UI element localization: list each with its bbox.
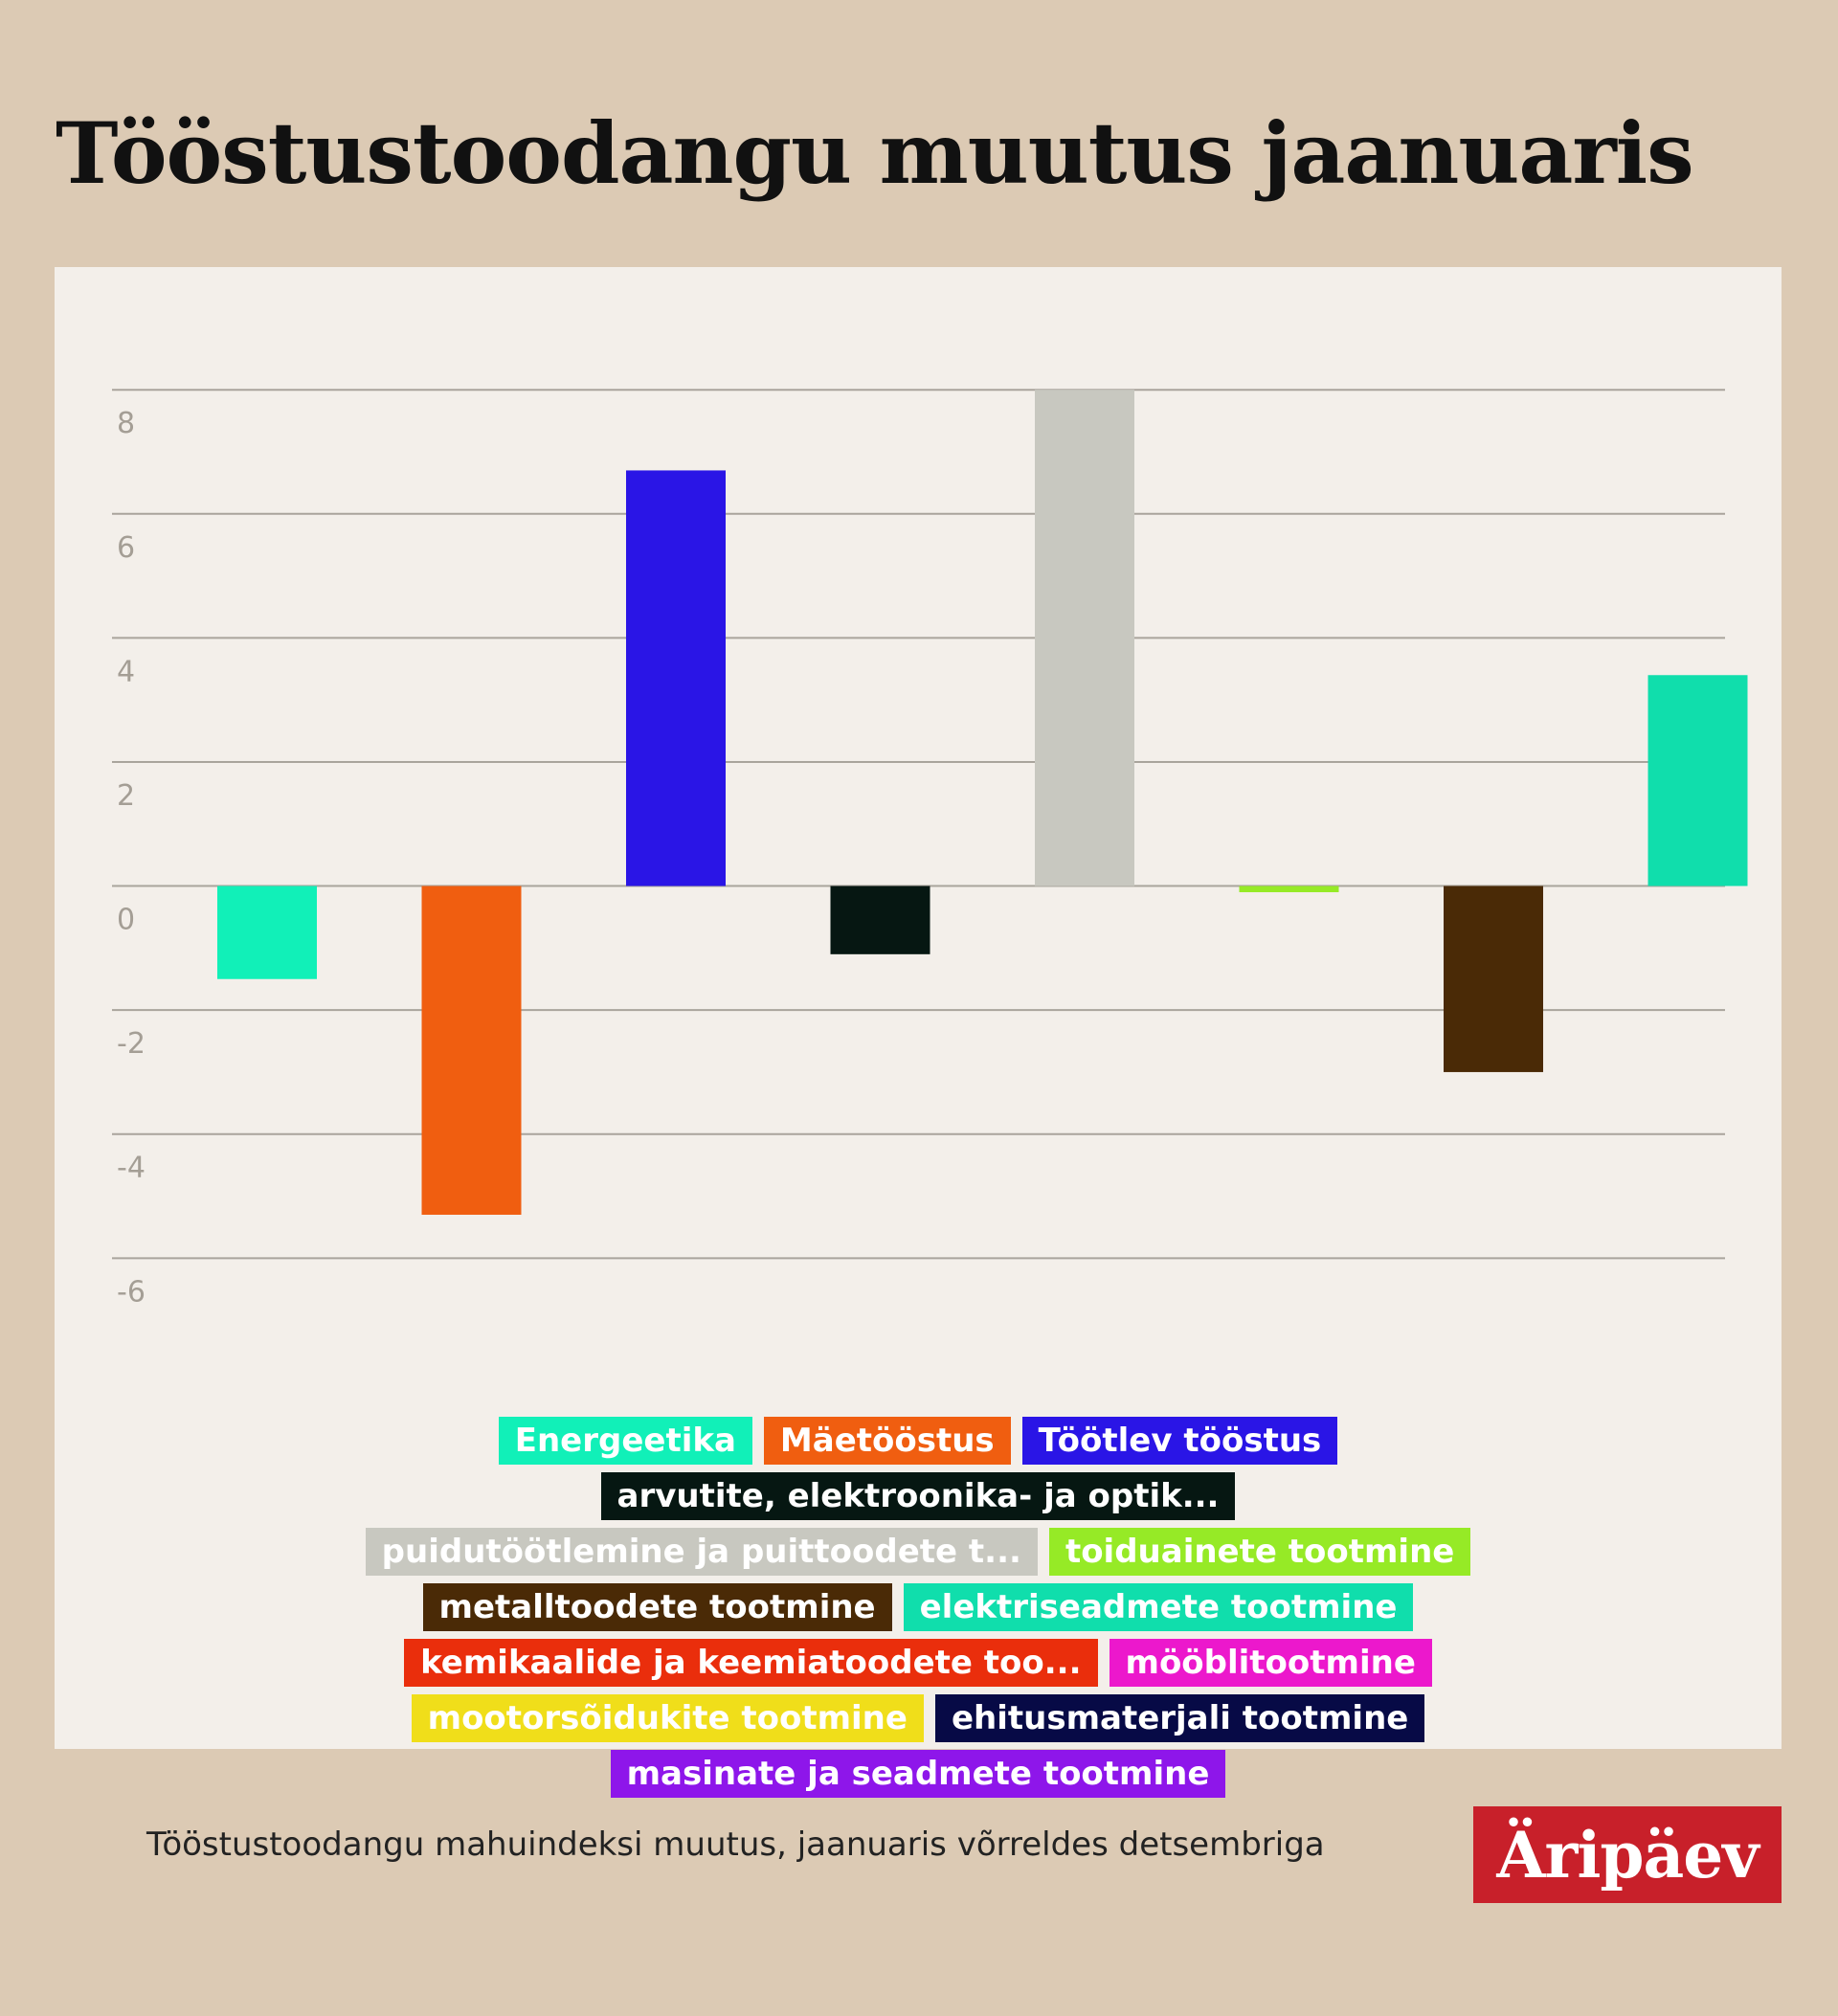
bar[interactable]	[626, 470, 726, 886]
chart-title: Tööstustoodangu muutus jaanuaris	[56, 103, 1694, 203]
legend-item[interactable]: ehitusmaterjali tootmine	[934, 1694, 1425, 1742]
y-tick-label: -6	[117, 1275, 146, 1309]
bar[interactable]	[217, 885, 317, 979]
legend-item[interactable]: toiduainete tootmine	[1048, 1528, 1471, 1576]
brand-logo-text: Äripäev	[1496, 1817, 1759, 1893]
legend-item[interactable]: arvutite, elektroonika- ja optik...	[600, 1472, 1236, 1520]
y-tick-label: 8	[117, 407, 135, 440]
legend-item[interactable]: metalltoodete tootmine	[422, 1583, 892, 1631]
legend-item[interactable]: Energeetika	[498, 1417, 752, 1465]
tick-label-layer: 8 6 4 2 0 -2 -4 -6	[117, 407, 146, 1309]
bar-chart: 8 6 4 2 0 -2 -4 -6	[112, 389, 1748, 1309]
grid-layer	[112, 389, 1725, 1260]
y-tick-label: -2	[117, 1027, 146, 1061]
y-tick-label: 0	[117, 904, 135, 937]
legend-item[interactable]: mööblitootmine	[1109, 1639, 1432, 1687]
chart-caption: Tööstustoodangu mahuindeksi muutus, jaan…	[146, 1826, 1325, 1864]
bar[interactable]	[1035, 390, 1134, 886]
bar[interactable]	[421, 885, 522, 1215]
chart-panel: 8 6 4 2 0 -2 -4 -6 Energeetika Mäetööstus Töötlev…	[55, 267, 1782, 1798]
legend-item[interactable]: puidutöötlemine ja puittoodete t...	[365, 1528, 1038, 1576]
bar-layer	[217, 390, 1748, 1215]
brand-logo: Äripäev	[1473, 1806, 1782, 1903]
y-tick-label: 2	[117, 779, 135, 813]
legend-item[interactable]: masinate ja seadmete tootmine	[610, 1750, 1226, 1798]
legend-item[interactable]: mootorsõidukite tootmine	[411, 1694, 924, 1742]
bar[interactable]	[1239, 885, 1339, 893]
bar[interactable]	[1647, 675, 1748, 886]
legend-item[interactable]: kemikaalide ja keemiatoodete too...	[404, 1639, 1098, 1687]
y-tick-label: 6	[117, 531, 135, 565]
legend: Energeetika Mäetööstus Töötlev tööstus arvu…	[260, 1417, 1576, 1798]
y-tick-label: 4	[117, 655, 135, 688]
legend-item[interactable]: Töötlev tööstus	[1021, 1417, 1338, 1465]
bar[interactable]	[1444, 885, 1543, 1072]
legend-item[interactable]: elektriseadmete tootmine	[903, 1583, 1414, 1631]
legend-item[interactable]: Mäetööstus	[763, 1417, 1011, 1465]
bar[interactable]	[830, 885, 930, 954]
y-tick-label: -4	[117, 1152, 146, 1185]
